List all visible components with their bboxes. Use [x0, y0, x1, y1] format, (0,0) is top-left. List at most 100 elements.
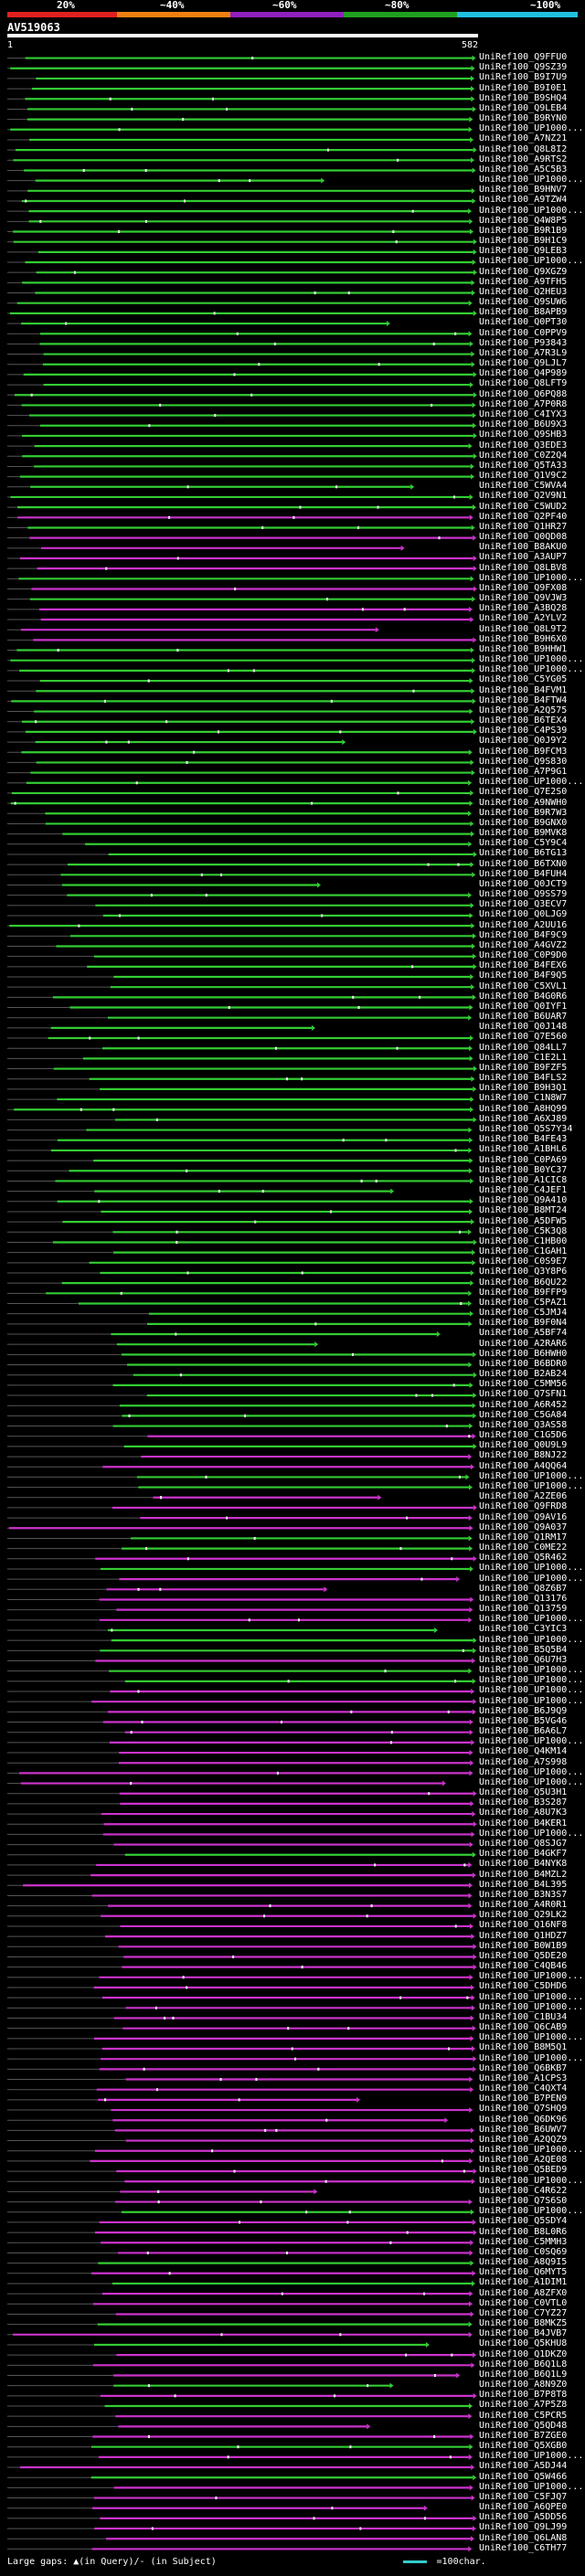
- hit-label[interactable]: UniRef100_C5PAZ1: [479, 1297, 568, 1308]
- hit-label[interactable]: UniRef100_A8N9Z0: [479, 2380, 568, 2390]
- hit-label[interactable]: UniRef100_B4FVM1: [479, 684, 568, 695]
- hit-label[interactable]: UniRef100_Q9AV16: [479, 1511, 568, 1522]
- hit-label[interactable]: UniRef100_B6A6L7: [479, 1726, 568, 1737]
- hit-label[interactable]: UniRef100_B6TG13: [479, 848, 568, 859]
- hit-label[interactable]: UniRef100_Q9LEB4: [479, 102, 568, 113]
- hit-label[interactable]: UniRef100_B8MKZ5: [479, 2318, 568, 2329]
- hit-label[interactable]: UniRef100_Q0LJG9: [479, 909, 568, 920]
- hit-label[interactable]: UniRef100_Q8LFT9: [479, 378, 568, 389]
- hit-label[interactable]: UniRef100_Q3AS58: [479, 1419, 568, 1430]
- hit-label[interactable]: UniRef100_B9FZF5: [479, 1062, 568, 1073]
- hit-label[interactable]: UniRef100_B6J9Q9: [479, 1705, 568, 1716]
- hit-label[interactable]: UniRef100_Q4KM14: [479, 1746, 568, 1757]
- hit-label[interactable]: UniRef100_A6XJ89: [479, 1113, 568, 1124]
- hit-label[interactable]: UniRef100_C5MMH3: [479, 2236, 568, 2247]
- hit-label[interactable]: UniRef100_Q6LAN8: [479, 2532, 568, 2543]
- hit-label[interactable]: UniRef100_Q8L8I2: [479, 143, 568, 154]
- hit-label[interactable]: UniRef100_Q0IYF1: [479, 1001, 568, 1012]
- hit-label[interactable]: UniRef100_A2QE08: [479, 2155, 568, 2166]
- hit-label[interactable]: UniRef100_Q9LJL7: [479, 358, 568, 369]
- hit-label[interactable]: UniRef100_Q5DE20: [479, 1950, 568, 1961]
- hit-label[interactable]: UniRef100_Q7E560: [479, 1032, 568, 1043]
- hit-label[interactable]: UniRef100_B9R7W3: [479, 807, 568, 818]
- hit-label[interactable]: UniRef100_Q1HR27: [479, 521, 568, 532]
- hit-label[interactable]: UniRef100_UP1000...: [479, 1573, 584, 1584]
- hit-label[interactable]: UniRef100_Q0U9L9: [479, 1440, 568, 1451]
- hit-label[interactable]: UniRef100_B3N3S7: [479, 1889, 568, 1900]
- hit-label[interactable]: UniRef100_A6R452: [479, 1399, 568, 1410]
- hit-label[interactable]: UniRef100_A7S998: [479, 1756, 568, 1767]
- hit-label[interactable]: UniRef100_A4R0R1: [479, 1900, 568, 1911]
- hit-label[interactable]: UniRef100_B0W1B9: [479, 1940, 568, 1951]
- hit-label[interactable]: UniRef100_UP1000...: [479, 2052, 584, 2063]
- hit-label[interactable]: UniRef100_B7PEN9: [479, 2094, 568, 2104]
- hit-label[interactable]: UniRef100_B9MVK8: [479, 828, 568, 839]
- hit-label[interactable]: UniRef100_UP1000...: [479, 664, 584, 675]
- hit-label[interactable]: UniRef100_B5VG46: [479, 1715, 568, 1726]
- hit-label[interactable]: UniRef100_B2AB24: [479, 1369, 568, 1380]
- hit-label[interactable]: UniRef100_C1N8W7: [479, 1093, 568, 1104]
- hit-label[interactable]: UniRef100_B6Q1L8: [479, 2359, 568, 2369]
- hit-label[interactable]: UniRef100_B6UAR7: [479, 1012, 568, 1023]
- hit-label[interactable]: UniRef100_A5DFW5: [479, 1215, 568, 1226]
- hit-label[interactable]: UniRef100_B8NJ22: [479, 1450, 568, 1461]
- hit-label[interactable]: UniRef100_C4QB46: [479, 1961, 568, 1972]
- hit-label[interactable]: UniRef100_UP1000...: [479, 2175, 584, 2186]
- hit-label[interactable]: UniRef100_Q5SDY4: [479, 2216, 568, 2227]
- hit-label[interactable]: UniRef100_Q4W8P5: [479, 215, 568, 226]
- hit-label[interactable]: UniRef100_B4FLS2: [479, 1073, 568, 1084]
- hit-label[interactable]: UniRef100_Q7S6S0: [479, 2196, 568, 2206]
- hit-label[interactable]: UniRef100_Q6BKB7: [479, 2062, 568, 2073]
- hit-label[interactable]: UniRef100_B4JVB7: [479, 2328, 568, 2339]
- hit-label[interactable]: UniRef100_C0S9E7: [479, 1256, 568, 1267]
- hit-label[interactable]: UniRef100_A3BQ28: [479, 603, 568, 614]
- hit-label[interactable]: UniRef100_A1CPS3: [479, 2072, 568, 2083]
- hit-label[interactable]: UniRef100_B8APB9: [479, 307, 568, 318]
- hit-label[interactable]: UniRef100_A2UU16: [479, 919, 568, 930]
- hit-label[interactable]: UniRef100_A1BHL6: [479, 1144, 568, 1155]
- hit-label[interactable]: UniRef100_Q5W466: [479, 2471, 568, 2482]
- hit-label[interactable]: UniRef100_Q5XGB0: [479, 2441, 568, 2452]
- hit-label[interactable]: UniRef100_Q9SZ39: [479, 62, 568, 73]
- hit-label[interactable]: UniRef100_A2Q575: [479, 705, 568, 716]
- hit-label[interactable]: UniRef100_UP1000...: [479, 123, 584, 134]
- hit-label[interactable]: UniRef100_C7YZ27: [479, 2307, 568, 2318]
- hit-label[interactable]: UniRef100_UP1000...: [479, 1991, 584, 2002]
- hit-label[interactable]: UniRef100_Q8LBV8: [479, 562, 568, 573]
- hit-label[interactable]: UniRef100_A9TFH5: [479, 276, 568, 287]
- hit-label[interactable]: UniRef100_A4GVZ2: [479, 939, 568, 950]
- hit-label[interactable]: UniRef100_Q0QD08: [479, 532, 568, 543]
- hit-label[interactable]: UniRef100_P93843: [479, 337, 568, 348]
- hit-label[interactable]: UniRef100_UP1000...: [479, 1481, 584, 1491]
- hit-label[interactable]: UniRef100_Q84LL7: [479, 1042, 568, 1053]
- hit-label[interactable]: UniRef100_B6UWV7: [479, 2124, 568, 2135]
- hit-label[interactable]: UniRef100_C5GA84: [479, 1409, 568, 1420]
- hit-label[interactable]: UniRef100_A2QQZ9: [479, 2134, 568, 2145]
- hit-label[interactable]: UniRef100_A7R3L9: [479, 347, 568, 358]
- hit-label[interactable]: UniRef100_UP1000...: [479, 1614, 584, 1625]
- hit-label[interactable]: UniRef100_Q9S830: [479, 756, 568, 767]
- hit-label[interactable]: UniRef100_B4MZL2: [479, 1869, 568, 1880]
- hit-label[interactable]: UniRef100_UP1000...: [479, 1776, 584, 1787]
- hit-label[interactable]: UniRef100_UP1000...: [479, 654, 584, 665]
- hit-label[interactable]: UniRef100_C5WUD2: [479, 501, 568, 512]
- hit-label[interactable]: UniRef100_B6Q1L9: [479, 2369, 568, 2380]
- hit-label[interactable]: UniRef100_B6TXN0: [479, 858, 568, 869]
- hit-label[interactable]: UniRef100_Q5S7Y34: [479, 1124, 573, 1134]
- hit-label[interactable]: UniRef100_C5DHD6: [479, 1981, 568, 1992]
- hit-label[interactable]: UniRef100_B9HHW1: [479, 643, 568, 654]
- hit-label[interactable]: UniRef100_C5MM56: [479, 1379, 568, 1390]
- hit-label[interactable]: UniRef100_A1DIM1: [479, 2277, 568, 2288]
- hit-label[interactable]: UniRef100_Q5TA33: [479, 460, 568, 471]
- hit-label[interactable]: UniRef100_UP1000...: [479, 2032, 584, 2043]
- hit-label[interactable]: UniRef100_A5DJ44: [479, 2461, 568, 2472]
- hit-label[interactable]: UniRef100_Q5R462: [479, 1553, 568, 1564]
- hit-label[interactable]: UniRef100_A7NZ21: [479, 133, 568, 144]
- hit-label[interactable]: UniRef100_B9I7U9: [479, 72, 568, 83]
- hit-label[interactable]: UniRef100_Q3EDE3: [479, 440, 568, 451]
- hit-label[interactable]: UniRef100_UP1000...: [479, 1634, 584, 1645]
- hit-label[interactable]: UniRef100_UP1000...: [479, 1695, 584, 1706]
- hit-label[interactable]: UniRef100_A7P0R8: [479, 398, 568, 409]
- hit-label[interactable]: UniRef100_B7P8T8: [479, 2390, 568, 2401]
- hit-label[interactable]: UniRef100_A6QPE0: [479, 2502, 568, 2513]
